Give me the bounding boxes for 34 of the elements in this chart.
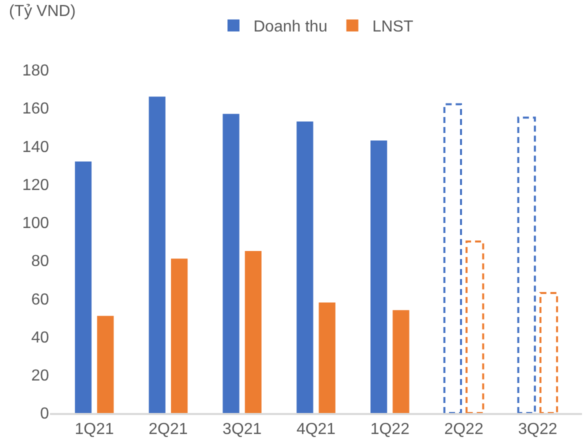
y-tick-label: 20	[31, 367, 50, 384]
x-tick-label: 2Q21	[148, 421, 188, 438]
bar	[170, 258, 188, 413]
bar	[443, 103, 462, 413]
y-tick-label: 140	[22, 138, 50, 156]
bar	[392, 310, 410, 413]
x-tick-label: 2Q22	[444, 421, 484, 438]
bar	[296, 121, 314, 413]
bar	[466, 240, 484, 413]
x-tick-label: 1Q21	[74, 421, 114, 438]
y-tick-label: 80	[31, 253, 50, 270]
y-tick-label: 0	[40, 406, 50, 423]
bar	[148, 96, 166, 413]
x-tick-label: 1Q22	[370, 421, 410, 438]
x-tick-label: 3Q21	[222, 421, 262, 438]
x-tick-label: 4Q21	[296, 421, 336, 438]
bar	[517, 116, 536, 413]
y-tick-label: 120	[22, 176, 50, 194]
y-axis-title: (Tỷ VND)	[9, 3, 76, 20]
bar	[244, 251, 262, 413]
bar	[222, 114, 240, 413]
legend-label: Doanh thu	[254, 18, 328, 36]
bar	[97, 316, 114, 413]
bar	[318, 302, 336, 413]
bar	[74, 161, 92, 413]
y-tick-label: 40	[31, 329, 50, 346]
y-tick-label: 180	[22, 62, 50, 80]
y-tick-label: 160	[22, 100, 50, 118]
y-tick-label: 100	[22, 215, 50, 232]
y-tick-label: 60	[31, 291, 50, 308]
x-tick-label: 3Q22	[518, 421, 558, 438]
bar	[539, 292, 558, 413]
bar	[370, 140, 388, 413]
legend-label: LNST	[372, 18, 414, 36]
